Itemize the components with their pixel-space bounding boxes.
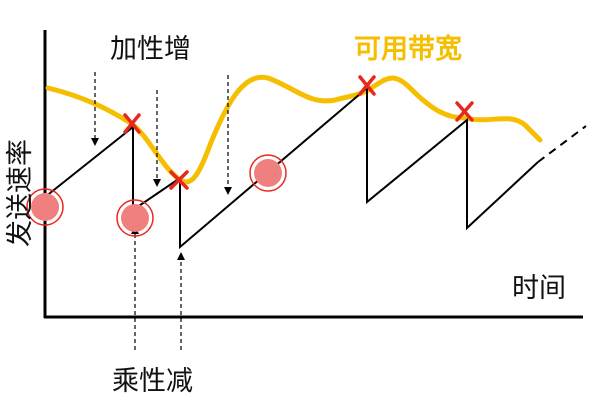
- x-mark-icon: [169, 170, 189, 190]
- x-mark-icon: [358, 75, 376, 96]
- y-axis-label: 发送速率: [5, 139, 36, 247]
- circle-highlight-icon: [249, 154, 287, 192]
- available-bandwidth-label: 可用带宽: [354, 33, 462, 65]
- x-axis-label: 时间: [512, 273, 566, 304]
- additive-increase-label: 加性增: [110, 34, 191, 65]
- circle-highlight-icon: [26, 188, 64, 226]
- bandwidth-curve: [45, 74, 543, 185]
- x-mark-icon: [455, 101, 474, 122]
- continuation-dashes: [537, 125, 587, 163]
- x-mark-icon: [123, 113, 141, 134]
- circle-highlight-icon: [116, 199, 154, 237]
- multiplicative-decrease-label: 乘性减: [112, 366, 193, 397]
